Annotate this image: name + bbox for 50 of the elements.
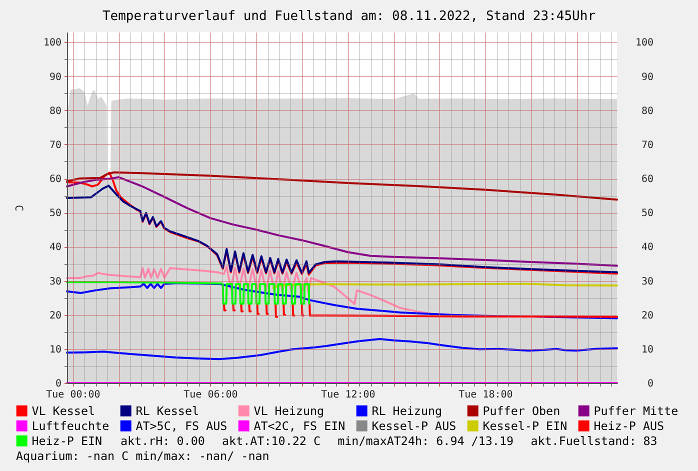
y2-tick-label: 60 [641, 174, 654, 186]
text: akt.rH: 0.00 [120, 434, 205, 448]
legend-label: VL Heizung [254, 404, 324, 418]
legend-label: AT<2C, FS EIN [254, 418, 346, 433]
legend-label: Kessel-P AUS [372, 418, 456, 433]
x-tick-label: Tue 12:00 [321, 390, 376, 400]
line-series [66, 171, 618, 201]
y2-tick-label: 80 [641, 106, 654, 117]
legend-label: Puffer Mitte [594, 404, 678, 418]
line-series [66, 338, 618, 360]
legend-label: RL Kessel [136, 404, 200, 418]
text: min/maxAT24h: 6.94 /13.19 [338, 434, 514, 448]
chart-title: Temperaturverlauf und Fuellstand am: 08.11.2022, Stand 23:45Uhr [102, 9, 596, 24]
y-tick-label: 10 [49, 344, 62, 356]
y2-tick-label: 20 [641, 310, 654, 322]
y-tick-label: 70 [49, 140, 62, 151]
y2-tick-label: 40 [641, 242, 654, 254]
legend-label: Puffer Oben [482, 404, 560, 418]
x-tick-label: Tue 00:00 [46, 390, 100, 400]
y2-tick-label: 90 [641, 72, 654, 83]
y-tick-label: 0 [55, 378, 62, 390]
text: akt.Fuellstand: 83 [530, 434, 658, 448]
y2-tick-label: 70 [641, 140, 654, 151]
y-tick-label: 60 [49, 174, 62, 186]
line-series [66, 282, 618, 320]
legend-label: Heiz-P EIN [32, 434, 102, 448]
y-axis-title: C [12, 204, 24, 212]
legend-label: VL Kessel [32, 404, 96, 418]
y-tick-label: 80 [49, 106, 62, 117]
line-series [66, 281, 310, 305]
x-tick-label: Tue 18:00 [458, 390, 513, 400]
text: Aquarium: -nan C min/max: -nan/ -nan [16, 449, 270, 463]
legend-label: Luftfeuchte [32, 418, 110, 433]
text: akt.AT:10.22 C [222, 434, 321, 448]
y2-tick-label: 100 [635, 38, 654, 49]
legend-label: RL Heizung [372, 404, 442, 418]
y2-tick-label: 0 [647, 378, 654, 390]
y-tick-label: 100 [43, 38, 62, 49]
y2-tick-label: 30 [641, 276, 654, 288]
x-tick-label: Tue 06:00 [184, 390, 238, 400]
y-tick-label: 50 [49, 208, 62, 220]
y2-tick-label: 50 [641, 208, 654, 220]
y-tick-label: 40 [49, 242, 62, 254]
legend-label: Kessel-P EIN [482, 418, 568, 433]
y-tick-label: 20 [49, 310, 62, 322]
y2-tick-label: 10 [641, 344, 654, 356]
y-tick-label: 90 [49, 72, 62, 83]
legend-label: AT>5C, FS AUS [136, 418, 228, 433]
y-tick-label: 30 [49, 276, 62, 288]
legend-label: Heiz-P AUS [594, 418, 664, 433]
